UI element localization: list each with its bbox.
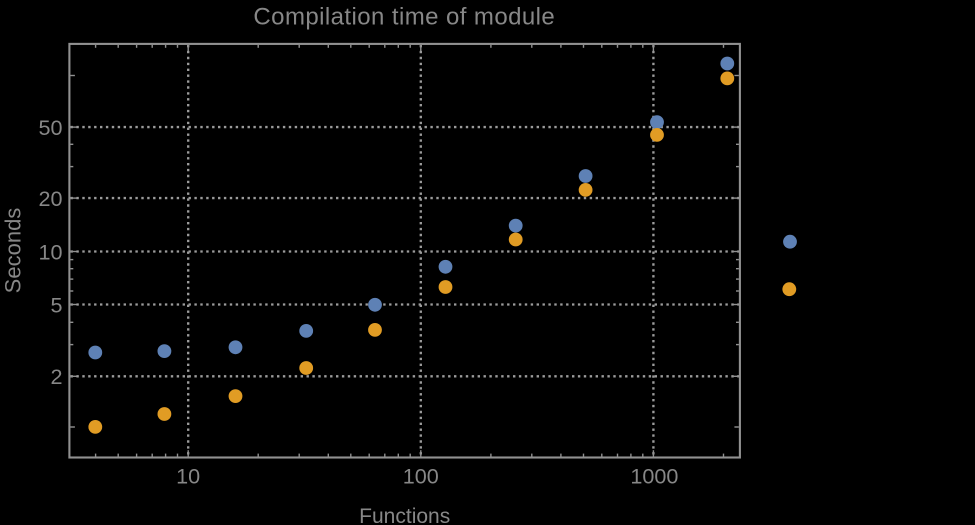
svg-text:Compilation time of module: Compilation time of module	[253, 3, 555, 30]
svg-text:20: 20	[38, 186, 62, 211]
svg-text:Functions: Functions	[359, 505, 450, 525]
svg-text:50: 50	[38, 115, 62, 140]
svg-text:Seconds: Seconds	[1, 208, 26, 294]
svg-text:5: 5	[50, 292, 62, 317]
svg-text:2: 2	[50, 364, 62, 389]
svg-text:100: 100	[403, 464, 439, 489]
svg-text:10: 10	[38, 239, 62, 264]
svg-text:1000: 1000	[630, 464, 678, 489]
svg-text:10: 10	[176, 464, 200, 489]
